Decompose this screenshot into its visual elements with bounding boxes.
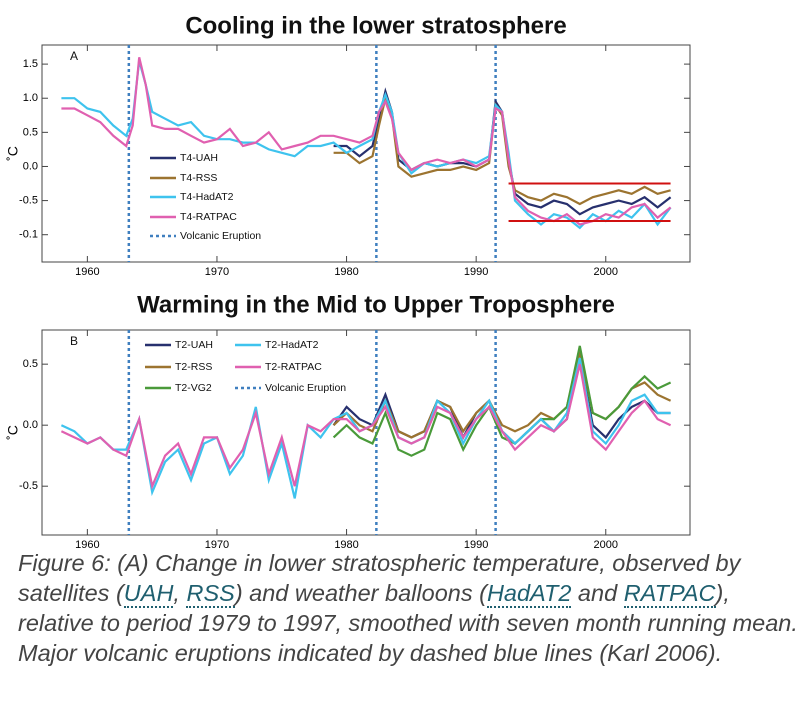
series-line [60, 363, 672, 490]
legend-label: T2-HadAT2 [265, 339, 319, 351]
y-tick-label: 0.0 [23, 160, 38, 172]
y-tick-label: 0.5 [23, 126, 38, 138]
caption-link[interactable]: RATPAC [623, 580, 716, 608]
legend-label: T4-RSS [180, 172, 217, 184]
caption: Figure 6: (A) Change in lower stratosphe… [18, 548, 798, 668]
plot-frame [41, 329, 691, 536]
x-tick-label: 1960 [75, 266, 99, 278]
caption-text: ) and weather balloons ( [234, 580, 487, 606]
chart-title: Warming in the Mid to Upper Troposphere [137, 291, 615, 318]
chart-title: Cooling in the lower stratosphere [185, 12, 566, 39]
caption-text: ), relative to period 1979 to 1997, smoo… [18, 580, 798, 666]
caption-text: , [173, 580, 187, 606]
legend-label: Volcanic Eruption [265, 382, 346, 394]
x-tick-label: 2000 [594, 539, 618, 548]
y-tick-label: 0.0 [23, 419, 38, 431]
panel-label: A [70, 49, 78, 63]
legend-label: T4-RATPAC [180, 211, 237, 223]
x-tick-label: 1990 [464, 266, 488, 278]
x-tick-label: 1970 [205, 266, 229, 278]
x-tick-label: 2000 [594, 266, 618, 278]
y-tick-label: 1.5 [23, 58, 38, 70]
series-line [333, 87, 672, 216]
caption-link[interactable]: UAH [123, 580, 174, 608]
x-tick-label: 1980 [334, 266, 358, 278]
caption-text: and [571, 580, 624, 606]
legend-label: T2-UAH [175, 339, 213, 351]
legend-label: Volcanic Eruption [180, 230, 261, 242]
y-tick-label: 0.5 [23, 358, 38, 370]
legend-label: T4-UAH [180, 152, 218, 164]
series-line [61, 57, 672, 226]
x-tick-label: 1980 [334, 539, 358, 548]
caption-link[interactable]: RSS [186, 580, 235, 608]
series-line [332, 345, 672, 457]
plot-frame [41, 44, 691, 263]
legend-label: T4-HadAT2 [180, 191, 234, 203]
y-tick-label: -0.5 [19, 194, 38, 206]
y-tick-label: -0.5 [19, 480, 38, 492]
legend-label: T2-RATPAC [265, 361, 322, 373]
legend-label: T2-RSS [175, 361, 212, 373]
x-tick-label: 1960 [75, 539, 99, 548]
y-tick-label: -0.1 [19, 229, 38, 241]
x-tick-label: 1970 [205, 539, 229, 548]
caption-text: Figure 6: (A) Change in lower stratosphe… [18, 550, 741, 606]
legend-label: T2-VG2 [175, 382, 212, 394]
y-axis-label: ˚C [5, 425, 21, 440]
panel-label: B [70, 334, 78, 348]
figure: Cooling in the lower stratosphere A ˚C 1960… [5, 12, 691, 551]
y-axis-label: ˚C [5, 146, 21, 161]
y-tick-label: 1.0 [23, 92, 38, 104]
x-tick-label: 1990 [464, 539, 488, 548]
caption-link[interactable]: HadAT2 [486, 580, 572, 608]
